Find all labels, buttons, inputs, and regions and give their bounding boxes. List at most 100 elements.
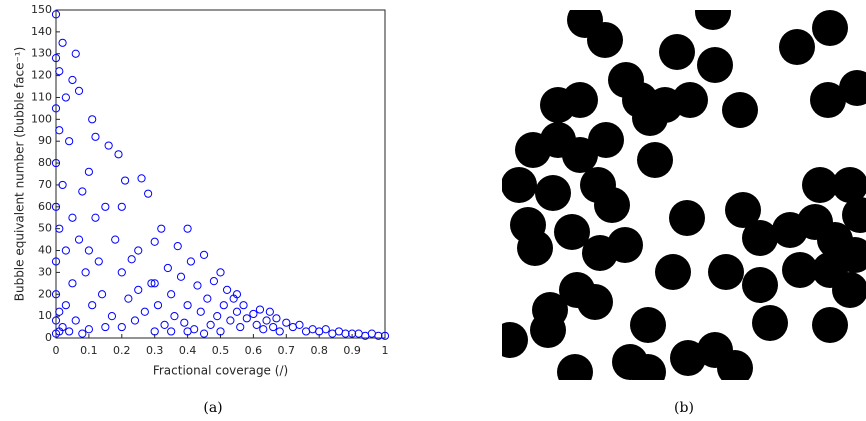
y-tick-label: 50	[38, 222, 52, 235]
point	[79, 188, 86, 195]
bubble	[594, 187, 630, 223]
bubble	[630, 307, 666, 343]
point	[145, 190, 152, 197]
point	[128, 256, 135, 263]
bubble	[779, 29, 815, 65]
y-tick-label: 80	[38, 156, 52, 169]
point	[92, 214, 99, 221]
point	[98, 291, 105, 298]
point	[56, 127, 63, 134]
y-tick-label: 150	[31, 3, 52, 16]
point	[141, 308, 148, 315]
point	[171, 313, 178, 320]
x-tick-label: 0.5	[212, 344, 230, 357]
y-tick-label: 90	[38, 134, 52, 147]
point	[138, 175, 145, 182]
point	[75, 87, 82, 94]
bubble	[562, 82, 598, 118]
point	[59, 39, 66, 46]
bubble	[630, 354, 666, 390]
bubble	[695, 0, 731, 30]
point	[102, 203, 109, 210]
point	[204, 295, 211, 302]
point	[322, 326, 329, 333]
bubble	[607, 227, 643, 263]
point	[92, 133, 99, 140]
point	[260, 326, 267, 333]
point	[217, 269, 224, 276]
point	[240, 302, 247, 309]
y-tick-label: 0	[45, 331, 52, 344]
point	[184, 302, 191, 309]
y-tick-label: 120	[31, 69, 52, 82]
point	[256, 306, 263, 313]
x-tick-label: 0.3	[146, 344, 164, 357]
bubble-image	[492, 0, 866, 390]
point	[276, 328, 283, 335]
point	[69, 280, 76, 287]
point	[158, 225, 165, 232]
bubble	[659, 34, 695, 70]
point	[135, 286, 142, 293]
point	[95, 258, 102, 265]
y-tick-label: 110	[31, 90, 52, 103]
bubble	[637, 142, 673, 178]
point	[79, 330, 86, 337]
point	[131, 317, 138, 324]
point	[243, 315, 250, 322]
point	[62, 302, 69, 309]
y-tick-label: 10	[38, 309, 52, 322]
point	[273, 315, 280, 322]
point	[283, 319, 290, 326]
point	[66, 328, 73, 335]
x-tick-label: 0.1	[80, 344, 98, 357]
point	[177, 273, 184, 280]
y-tick-label: 130	[31, 47, 52, 60]
point	[89, 116, 96, 123]
point	[168, 328, 175, 335]
point	[263, 317, 270, 324]
point	[220, 302, 227, 309]
point	[56, 68, 63, 75]
point	[223, 286, 230, 293]
point	[102, 323, 109, 330]
bubble	[812, 307, 848, 343]
x-tick-label: 0.6	[245, 344, 263, 357]
point	[121, 177, 128, 184]
point	[250, 310, 257, 317]
y-tick-label: 100	[31, 112, 52, 125]
point	[154, 302, 161, 309]
x-axis-label: Fractional coverage (/)	[153, 364, 288, 378]
point	[115, 151, 122, 158]
point	[200, 251, 207, 258]
point	[181, 319, 188, 326]
point	[168, 291, 175, 298]
point	[118, 269, 125, 276]
bubble	[577, 284, 613, 320]
point	[174, 243, 181, 250]
point	[214, 313, 221, 320]
point	[75, 236, 82, 243]
point	[72, 50, 79, 57]
bubble	[810, 82, 846, 118]
point	[233, 308, 240, 315]
bubble	[587, 22, 623, 58]
bubble	[697, 47, 733, 83]
point	[253, 321, 260, 328]
point	[59, 181, 66, 188]
bubble	[742, 267, 778, 303]
point	[82, 269, 89, 276]
y-tick-label: 30	[38, 265, 52, 278]
point	[56, 308, 63, 315]
bubble	[501, 167, 537, 203]
point	[151, 238, 158, 245]
point	[184, 225, 191, 232]
point	[118, 323, 125, 330]
bubble	[669, 200, 705, 236]
point	[62, 247, 69, 254]
x-tick-label: 0.8	[310, 344, 328, 357]
bubble	[655, 254, 691, 290]
point	[210, 278, 217, 285]
bubble	[557, 354, 593, 390]
point	[85, 326, 92, 333]
